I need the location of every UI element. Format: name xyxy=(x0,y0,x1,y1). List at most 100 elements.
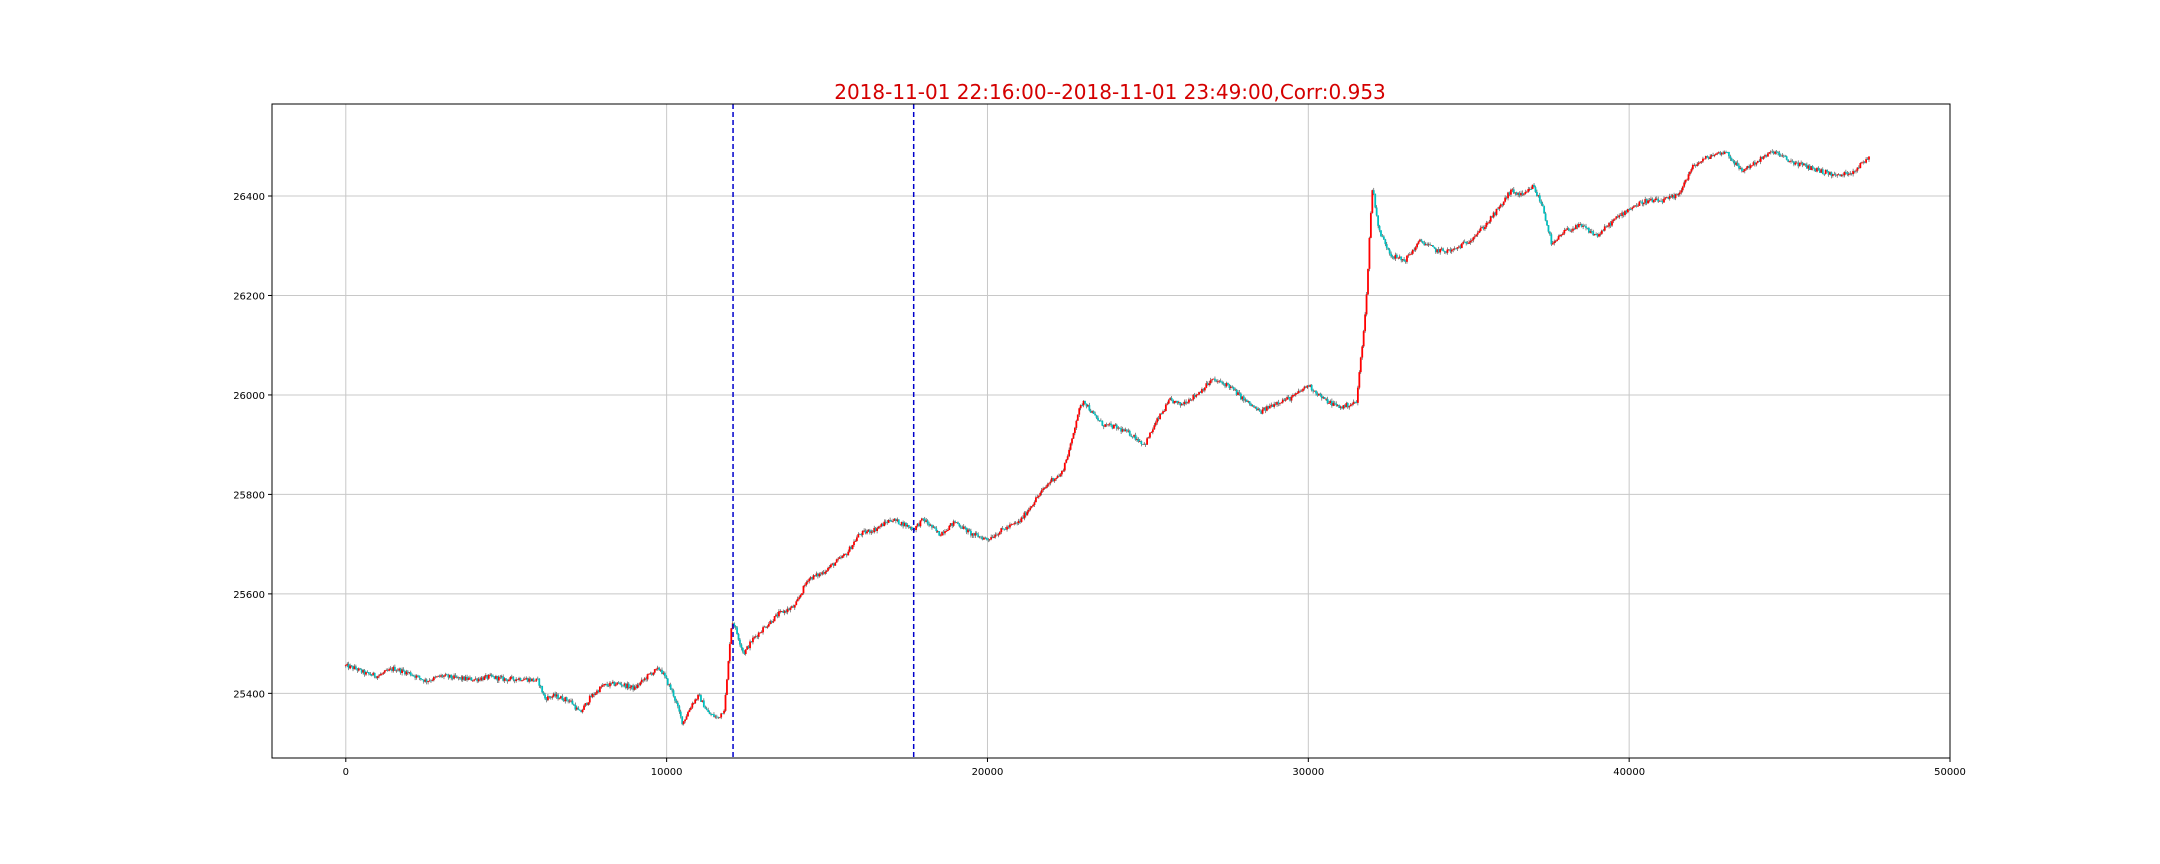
candle xyxy=(1237,390,1239,396)
candle-body xyxy=(547,696,549,701)
candle-body xyxy=(1167,400,1170,404)
candle xyxy=(1537,194,1540,198)
candle-body xyxy=(512,676,515,680)
candle xyxy=(932,524,935,529)
candle xyxy=(968,528,971,532)
candle-body xyxy=(1195,394,1198,397)
candle-body xyxy=(404,671,406,675)
candle xyxy=(349,663,352,670)
y-tick-label: 26400 xyxy=(233,192,265,203)
candle-body xyxy=(1821,169,1824,174)
candle-body xyxy=(1330,400,1333,406)
candle-body xyxy=(1608,222,1611,227)
x-tick-label: 50000 xyxy=(1934,767,1966,778)
candle xyxy=(1253,405,1255,408)
candle-body xyxy=(1000,528,1003,533)
candle-body xyxy=(788,608,790,610)
candle xyxy=(818,572,821,578)
candle-body xyxy=(1254,407,1257,409)
candle xyxy=(591,692,594,699)
candle xyxy=(355,664,357,670)
candle xyxy=(479,676,481,682)
candle xyxy=(620,681,623,688)
candle-body xyxy=(1472,237,1475,241)
candle xyxy=(1827,171,1830,177)
candle-body xyxy=(629,687,632,689)
candle-body xyxy=(1004,528,1007,530)
candle xyxy=(702,698,705,708)
candle-body xyxy=(997,534,1000,536)
candle-body xyxy=(591,693,594,698)
candle xyxy=(463,676,466,681)
candle-body xyxy=(620,684,623,686)
candle-body xyxy=(1547,225,1550,232)
candle-body xyxy=(1606,226,1609,228)
candle xyxy=(353,664,356,670)
candle xyxy=(757,631,760,640)
candle-body xyxy=(1443,250,1446,252)
candle-body xyxy=(1124,429,1127,432)
candle xyxy=(658,666,660,671)
candle-body xyxy=(892,520,894,522)
candle-body xyxy=(1326,398,1329,404)
candle-body xyxy=(1245,399,1248,402)
candle-body xyxy=(1426,244,1429,245)
candle-body xyxy=(724,694,727,711)
candle-body xyxy=(1039,492,1042,496)
candle-body xyxy=(1764,155,1766,157)
candle-body xyxy=(480,677,483,681)
candle xyxy=(1421,241,1424,244)
candle-body xyxy=(1294,393,1297,395)
candle xyxy=(1831,173,1834,178)
candle xyxy=(772,619,775,624)
candle-body xyxy=(776,614,779,617)
candle-body xyxy=(1663,198,1665,203)
candle xyxy=(457,676,460,681)
candle xyxy=(1644,196,1647,206)
candle-body xyxy=(575,707,578,710)
candle xyxy=(369,672,372,676)
candle xyxy=(607,683,610,688)
candle xyxy=(1011,523,1014,525)
candle-body xyxy=(1463,241,1466,243)
candle xyxy=(652,672,655,677)
candle xyxy=(796,596,799,602)
candle-body xyxy=(1814,168,1817,172)
candle-body xyxy=(1658,200,1661,202)
candle-body xyxy=(1123,429,1125,432)
candle xyxy=(1855,169,1857,174)
candle-body xyxy=(838,557,841,559)
candle-body xyxy=(548,696,551,698)
candle-body xyxy=(528,678,531,682)
candle xyxy=(983,536,985,540)
candle xyxy=(434,675,437,679)
candle xyxy=(1589,228,1592,234)
candle-body xyxy=(1378,225,1381,231)
candle-body xyxy=(627,683,630,689)
candle xyxy=(1719,150,1722,156)
candle-body xyxy=(880,523,883,527)
candle xyxy=(1600,229,1603,235)
candle-body xyxy=(1117,427,1120,429)
candle-body xyxy=(1019,520,1021,523)
candle xyxy=(1551,240,1554,245)
candle-body xyxy=(532,678,535,682)
candle xyxy=(708,710,711,715)
candle-body xyxy=(1188,399,1190,403)
candle-body xyxy=(1460,243,1463,249)
candle xyxy=(632,683,635,692)
candle-body xyxy=(1715,153,1717,155)
candle xyxy=(656,665,659,671)
candle xyxy=(1089,408,1092,413)
candle-body xyxy=(1043,488,1046,489)
candle-body xyxy=(834,562,837,566)
candle xyxy=(450,674,453,681)
candle-body xyxy=(1693,164,1696,166)
candle xyxy=(1437,246,1440,254)
candle-body xyxy=(1104,424,1107,427)
candle xyxy=(1358,370,1361,390)
candle xyxy=(1472,236,1475,243)
candle-body xyxy=(1570,230,1573,232)
candle xyxy=(855,535,858,542)
candle-body xyxy=(819,573,822,575)
